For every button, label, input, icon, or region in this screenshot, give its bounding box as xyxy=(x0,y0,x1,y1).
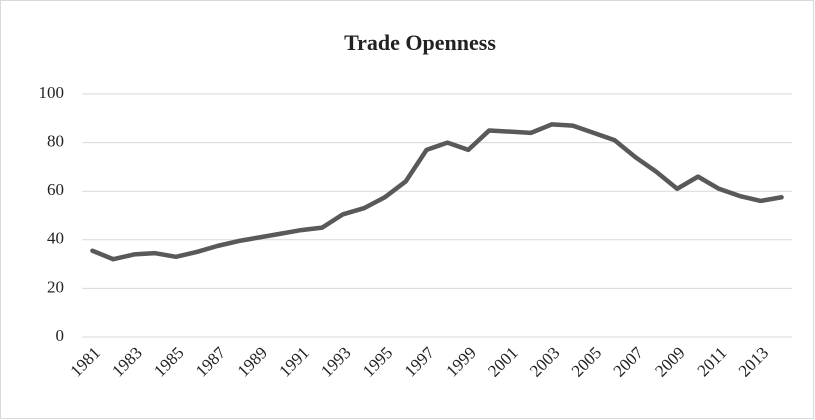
line-series xyxy=(90,122,784,262)
y-tick-label: 20 xyxy=(47,277,64,296)
y-tick-label: 100 xyxy=(39,83,65,102)
y-tick-label: 40 xyxy=(47,229,64,248)
y-tick-label: 0 xyxy=(56,326,65,345)
y-tick-label: 80 xyxy=(47,132,64,151)
chart-title: Trade Openness xyxy=(344,30,496,55)
y-tick-label: 60 xyxy=(47,180,64,199)
